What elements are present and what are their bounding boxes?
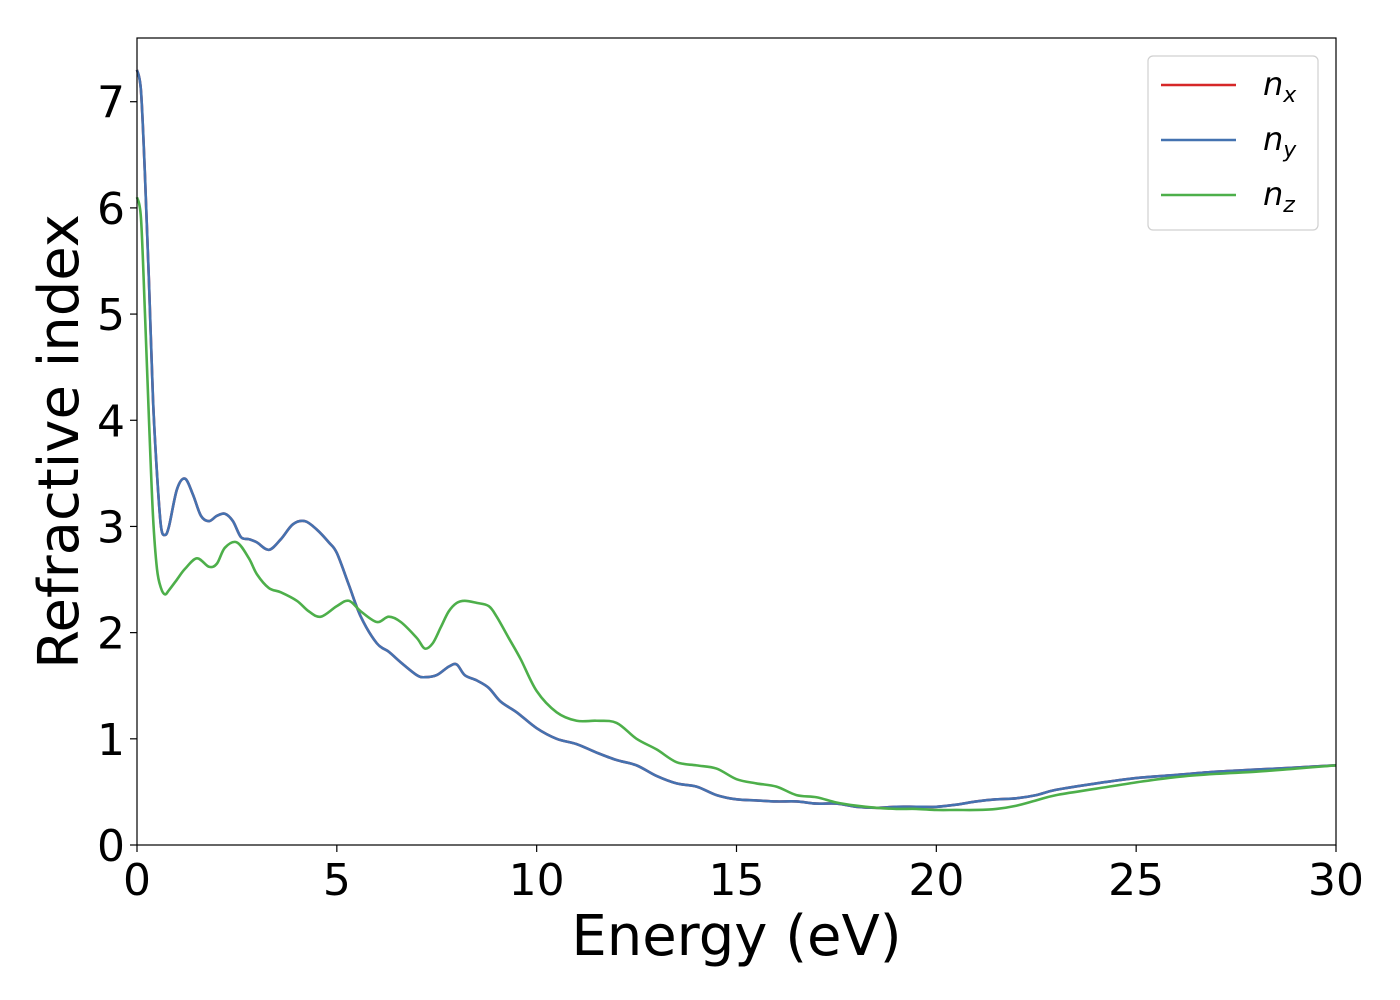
y-tick-label: 0 (97, 821, 125, 872)
x-tick-label: 25 (1108, 855, 1164, 906)
y-tick-label: 1 (97, 715, 125, 766)
x-tick-label: 20 (908, 855, 964, 906)
series-layer (135, 69, 1337, 812)
x-axis-label: Energy (eV) (571, 904, 901, 969)
series-line-ny (135, 69, 1337, 810)
y-axis-label: Refractive index (27, 214, 92, 669)
y-tick-label: 4 (97, 396, 125, 447)
y-tick-label: 2 (97, 609, 125, 660)
y-tick-label: 7 (97, 78, 125, 129)
legend-box (1147, 55, 1319, 231)
x-tick-label: 10 (509, 855, 565, 906)
x-tick-label: 0 (123, 855, 151, 906)
ticks-layer: 0 5 10 15 20 25 30 0 1 2 3 4 5 6 7 (97, 78, 1364, 906)
y-tick-label: 6 (97, 184, 125, 235)
series-line-nz (135, 196, 1337, 812)
x-tick-label: 15 (709, 855, 765, 906)
y-tick-label: 3 (97, 502, 125, 553)
x-tick-label: 30 (1308, 855, 1364, 906)
x-tick-label: 5 (323, 855, 351, 906)
y-tick-label: 5 (97, 290, 125, 341)
